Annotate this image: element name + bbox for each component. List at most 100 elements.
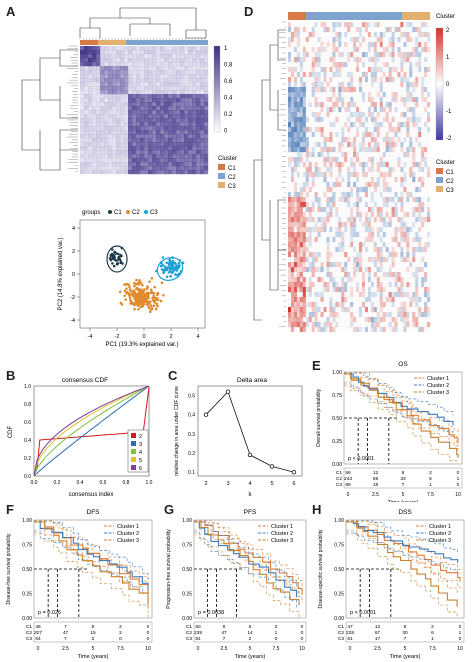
dendrogram-branch <box>39 57 60 101</box>
heatmap-cell <box>418 132 422 138</box>
heatmap-cell <box>320 207 324 213</box>
heatmap-cell <box>293 57 297 63</box>
heatmap-cell <box>350 242 354 248</box>
matrix-cell <box>172 62 177 67</box>
heatmap-cell <box>359 217 363 223</box>
heatmap-cell <box>361 37 366 43</box>
matrix-cell <box>92 102 97 107</box>
heatmap-cell <box>290 267 295 273</box>
matrix-cell <box>184 46 189 51</box>
matrix-cell <box>140 50 145 55</box>
heatmap-cell <box>364 227 368 233</box>
heatmap-cell <box>400 122 404 128</box>
heatmap-cell <box>302 197 306 203</box>
heatmap-cell <box>418 57 422 63</box>
matrix-cell <box>152 166 157 171</box>
heatmap-cell <box>323 27 327 33</box>
km-y-tick-label: 0.00 <box>22 616 32 622</box>
heatmap-cell <box>302 252 306 258</box>
pca-point-c2 <box>152 299 155 302</box>
heatmap-cell <box>338 42 342 48</box>
heatmap-cell <box>364 222 368 228</box>
heatmap-cell <box>400 177 404 183</box>
matrix-cell <box>164 62 169 67</box>
pca-point-c1 <box>113 250 116 254</box>
heatmap-cell <box>332 307 336 313</box>
pca-point-c1 <box>116 259 119 262</box>
matrix-cell <box>92 154 97 159</box>
matrix-cell <box>104 166 109 171</box>
heatmap-cell <box>308 282 312 288</box>
matrix-cell <box>96 150 101 155</box>
heatmap-cell <box>302 112 306 118</box>
heatmap-cell <box>332 37 336 43</box>
matrix-cell <box>184 110 189 115</box>
matrix-cell <box>176 58 181 63</box>
matrix-cell <box>148 62 153 67</box>
heatmap-cell <box>412 317 416 323</box>
heatmap-cell <box>379 227 383 233</box>
heatmap-cell <box>317 82 321 88</box>
heatmap-cell <box>397 277 401 283</box>
matrix-cell <box>184 150 189 155</box>
km-risk-cell: 2 <box>275 624 278 630</box>
heatmap-cell <box>403 292 407 298</box>
matrix-cell <box>116 90 121 95</box>
matrix-cell <box>104 126 109 131</box>
matrix-cell <box>164 70 169 75</box>
heatmap-cell <box>335 132 339 138</box>
heatmap-cell <box>379 327 383 333</box>
matrix-cell <box>128 154 133 159</box>
heatmap-cell <box>394 282 398 288</box>
heatmap-cell <box>320 107 324 113</box>
heatmap-cell <box>293 207 297 213</box>
heatmap-cell <box>415 282 419 288</box>
pca-point-c1 <box>119 253 122 257</box>
matrix-cell <box>140 78 145 83</box>
heatmap-cell <box>290 207 295 213</box>
panel-label-e: E <box>312 358 321 373</box>
heatmap-cell <box>341 292 345 298</box>
matrix-cell <box>124 122 129 127</box>
heatmap-cell <box>302 137 306 143</box>
matrix-cell <box>124 86 129 91</box>
matrix-cell <box>164 126 169 131</box>
matrix-cell <box>100 86 105 91</box>
km-x-tick-label: 10 <box>299 646 305 652</box>
heatmap-cell <box>308 277 312 283</box>
heatmap-cell <box>302 52 306 58</box>
heatmap-cell <box>305 37 309 43</box>
matrix-cell <box>184 94 189 99</box>
matrix-cell <box>172 102 177 107</box>
matrix-cell <box>124 166 129 171</box>
matrix-cell <box>184 54 189 59</box>
matrix-cell <box>168 70 173 75</box>
heatmap-cell <box>356 152 360 158</box>
matrix-cell <box>196 142 201 147</box>
heatmap-cell <box>293 157 297 163</box>
matrix-cell <box>88 90 93 95</box>
matrix-cell <box>200 166 205 171</box>
matrix-cell <box>128 138 133 143</box>
matrix-cell <box>148 150 153 155</box>
heatmap-cell <box>317 267 321 273</box>
legend-swatch-c1 <box>218 164 225 170</box>
matrix-cell <box>136 50 141 55</box>
matrix-cell <box>100 122 105 127</box>
cluster-bar-c2 <box>126 40 208 45</box>
matrix-cell <box>200 158 205 163</box>
matrix-cell <box>192 170 197 175</box>
matrix-cell <box>184 126 189 131</box>
matrix-cell <box>176 106 181 111</box>
matrix-cell <box>156 118 161 123</box>
heatmap-cell <box>350 217 354 223</box>
matrix-cell <box>124 66 129 71</box>
heatmap-cell <box>403 232 407 238</box>
heatmap-cell <box>335 287 339 293</box>
cdf-legend-label: 5 <box>139 458 142 464</box>
matrix-cell <box>140 130 145 135</box>
heatmap-cell <box>326 287 330 293</box>
heatmap-cell <box>427 232 431 238</box>
matrix-cell <box>80 62 85 67</box>
matrix-cell <box>156 134 161 139</box>
